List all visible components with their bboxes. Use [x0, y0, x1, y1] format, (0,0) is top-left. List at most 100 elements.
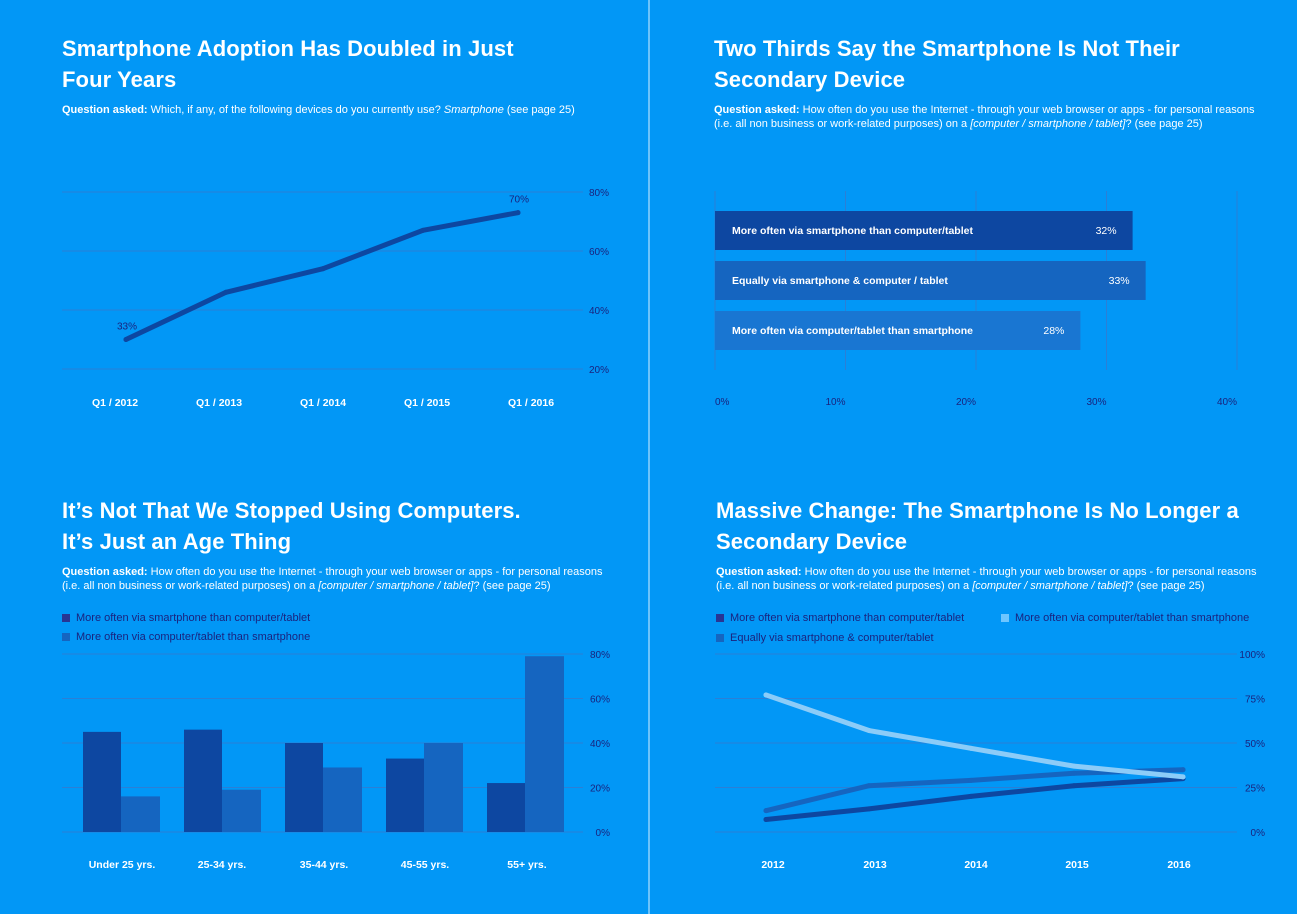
data-point: [968, 777, 974, 783]
legend-item-computer: More often via computer/tablet than smar…: [1001, 612, 1249, 624]
bar-category-label: Equally via smartphone & computer / tabl…: [732, 275, 948, 287]
panel-secondary-device: Two Thirds Say the Smartphone Is Not The…: [714, 33, 1274, 131]
legend-swatch: [1001, 614, 1009, 622]
y-tick-label: 60%: [590, 695, 610, 706]
bar-value-label: 28%: [1043, 325, 1064, 337]
question-italic: [computer / smartphone / tablet]: [318, 580, 474, 592]
data-point: [763, 817, 769, 823]
panel-title: Smartphone Adoption Has Doubled in Just …: [62, 33, 622, 95]
y-tick-label: 40%: [590, 739, 610, 750]
question-tail: (see page 25): [503, 104, 575, 116]
y-tick-label: 100%: [1239, 650, 1265, 661]
question-tail: ? (see page 25): [1127, 580, 1205, 592]
x-tick-label: 10%: [825, 397, 845, 408]
question-label: Question asked:: [62, 104, 148, 116]
x-tick-label: 2013: [863, 859, 887, 871]
question-asked: Question asked: How often do you use the…: [716, 565, 1276, 593]
x-tick-label: 25-34 yrs.: [198, 859, 247, 871]
panel-adoption: Smartphone Adoption Has Doubled in Just …: [62, 33, 622, 117]
series-line-smartphone: [123, 210, 521, 342]
x-tick-label: 35-44 yrs.: [300, 859, 349, 871]
data-point: [123, 337, 129, 342]
question-text: How often do you use the Internet - thro…: [716, 566, 1257, 592]
bar-value-label: 32%: [1096, 225, 1117, 237]
series-line-computer: [763, 692, 1186, 780]
title-line-2: Secondary Device: [714, 67, 906, 92]
bar-value-label: 33%: [1109, 275, 1130, 287]
data-point: [1180, 774, 1186, 780]
panel-title: Massive Change: The Smartphone Is No Lon…: [716, 495, 1276, 557]
question-label: Question asked:: [714, 104, 800, 116]
y-tick-label: 40%: [589, 306, 609, 317]
y-tick-label: 20%: [589, 365, 609, 376]
bar: [121, 796, 160, 832]
title-line-1: Two Thirds Say the Smartphone Is Not The…: [714, 36, 1180, 61]
question-text: How often do you use the Internet - thro…: [62, 566, 603, 592]
series-line-smartphone: [763, 776, 1186, 823]
legend-label: More often via computer/tablet than smar…: [76, 631, 311, 643]
question-label: Question asked:: [62, 566, 148, 578]
question-italic: [computer / smartphone / tablet]: [972, 580, 1128, 592]
panel-age: It’s Not That We Stopped Using Computers…: [62, 495, 622, 593]
title-line-1: Smartphone Adoption Has Doubled in Just: [62, 36, 514, 61]
y-tick-label: 60%: [589, 247, 609, 258]
x-tick-label: 30%: [1086, 397, 1106, 408]
legend-label: Equally via smartphone & computer/tablet: [730, 632, 934, 644]
bar: [715, 261, 1146, 300]
data-point: [420, 227, 426, 233]
y-tick-label: 75%: [1245, 695, 1265, 706]
legend-item-computer: More often via computer/tablet than smar…: [62, 631, 310, 643]
data-point: [968, 745, 974, 751]
y-tick-label: 0%: [596, 828, 611, 839]
x-tick-label: Q1 / 2016: [508, 397, 554, 409]
x-tick-label: Q1 / 2012: [92, 397, 138, 409]
y-tick-label: 25%: [1245, 784, 1265, 795]
x-tick-label: 2012: [761, 859, 785, 871]
legend-swatch: [62, 633, 70, 641]
bar: [715, 211, 1133, 250]
question-tail: ? (see page 25): [473, 580, 551, 592]
data-point: [1071, 783, 1077, 789]
y-tick-label: 80%: [590, 650, 610, 661]
legend-label: More often via computer/tablet than smar…: [1015, 612, 1250, 624]
bar: [386, 758, 424, 832]
question-italic: Smartphone: [443, 104, 504, 116]
x-tick-label: Q1 / 2013: [196, 397, 242, 409]
x-tick-label: 2014: [964, 859, 988, 871]
question-text: Which, if any, of the following devices …: [147, 104, 444, 116]
title-line-1: Massive Change: The Smartphone Is No Lon…: [716, 498, 1239, 523]
bar-category-label: More often via computer/tablet than smar…: [732, 325, 973, 337]
data-label: 33%: [117, 322, 137, 333]
legend-swatch: [716, 634, 724, 642]
x-tick-label: 40%: [1217, 397, 1237, 408]
title-line-1: It’s Not That We Stopped Using Computers…: [62, 498, 521, 523]
bar: [525, 656, 564, 832]
legend-swatch: [716, 614, 724, 622]
question-asked: Question asked: Which, if any, of the fo…: [62, 103, 622, 117]
series-line-equally: [763, 767, 1186, 814]
data-point: [968, 793, 974, 799]
bar: [323, 767, 362, 832]
question-italic: [computer / smartphone / tablet]: [970, 118, 1126, 130]
title-line-2: Secondary Device: [716, 529, 908, 554]
data-point: [515, 210, 521, 216]
data-point: [1071, 763, 1077, 769]
bar-category-label: More often via smartphone than computer/…: [732, 225, 973, 237]
bar: [285, 743, 323, 832]
x-tick-label: 2016: [1167, 859, 1191, 871]
legend-item-equally: Equally via smartphone & computer/tablet: [716, 632, 934, 644]
x-tick-label: 55+ yrs.: [507, 859, 546, 871]
data-point: [866, 783, 872, 789]
y-tick-label: 0%: [1251, 828, 1266, 839]
x-tick-label: 45-55 yrs.: [401, 859, 450, 871]
bar: [487, 783, 525, 832]
question-label: Question asked:: [716, 566, 802, 578]
data-point: [223, 289, 229, 295]
question-asked: Question asked: How often do you use the…: [62, 565, 622, 593]
panel-massive-change: Massive Change: The Smartphone Is No Lon…: [716, 495, 1276, 593]
question-asked: Question asked: How often do you use the…: [714, 103, 1274, 131]
x-tick-label: 2015: [1065, 859, 1089, 871]
x-tick-label: Q1 / 2015: [404, 397, 450, 409]
y-tick-label: 50%: [1245, 739, 1265, 750]
